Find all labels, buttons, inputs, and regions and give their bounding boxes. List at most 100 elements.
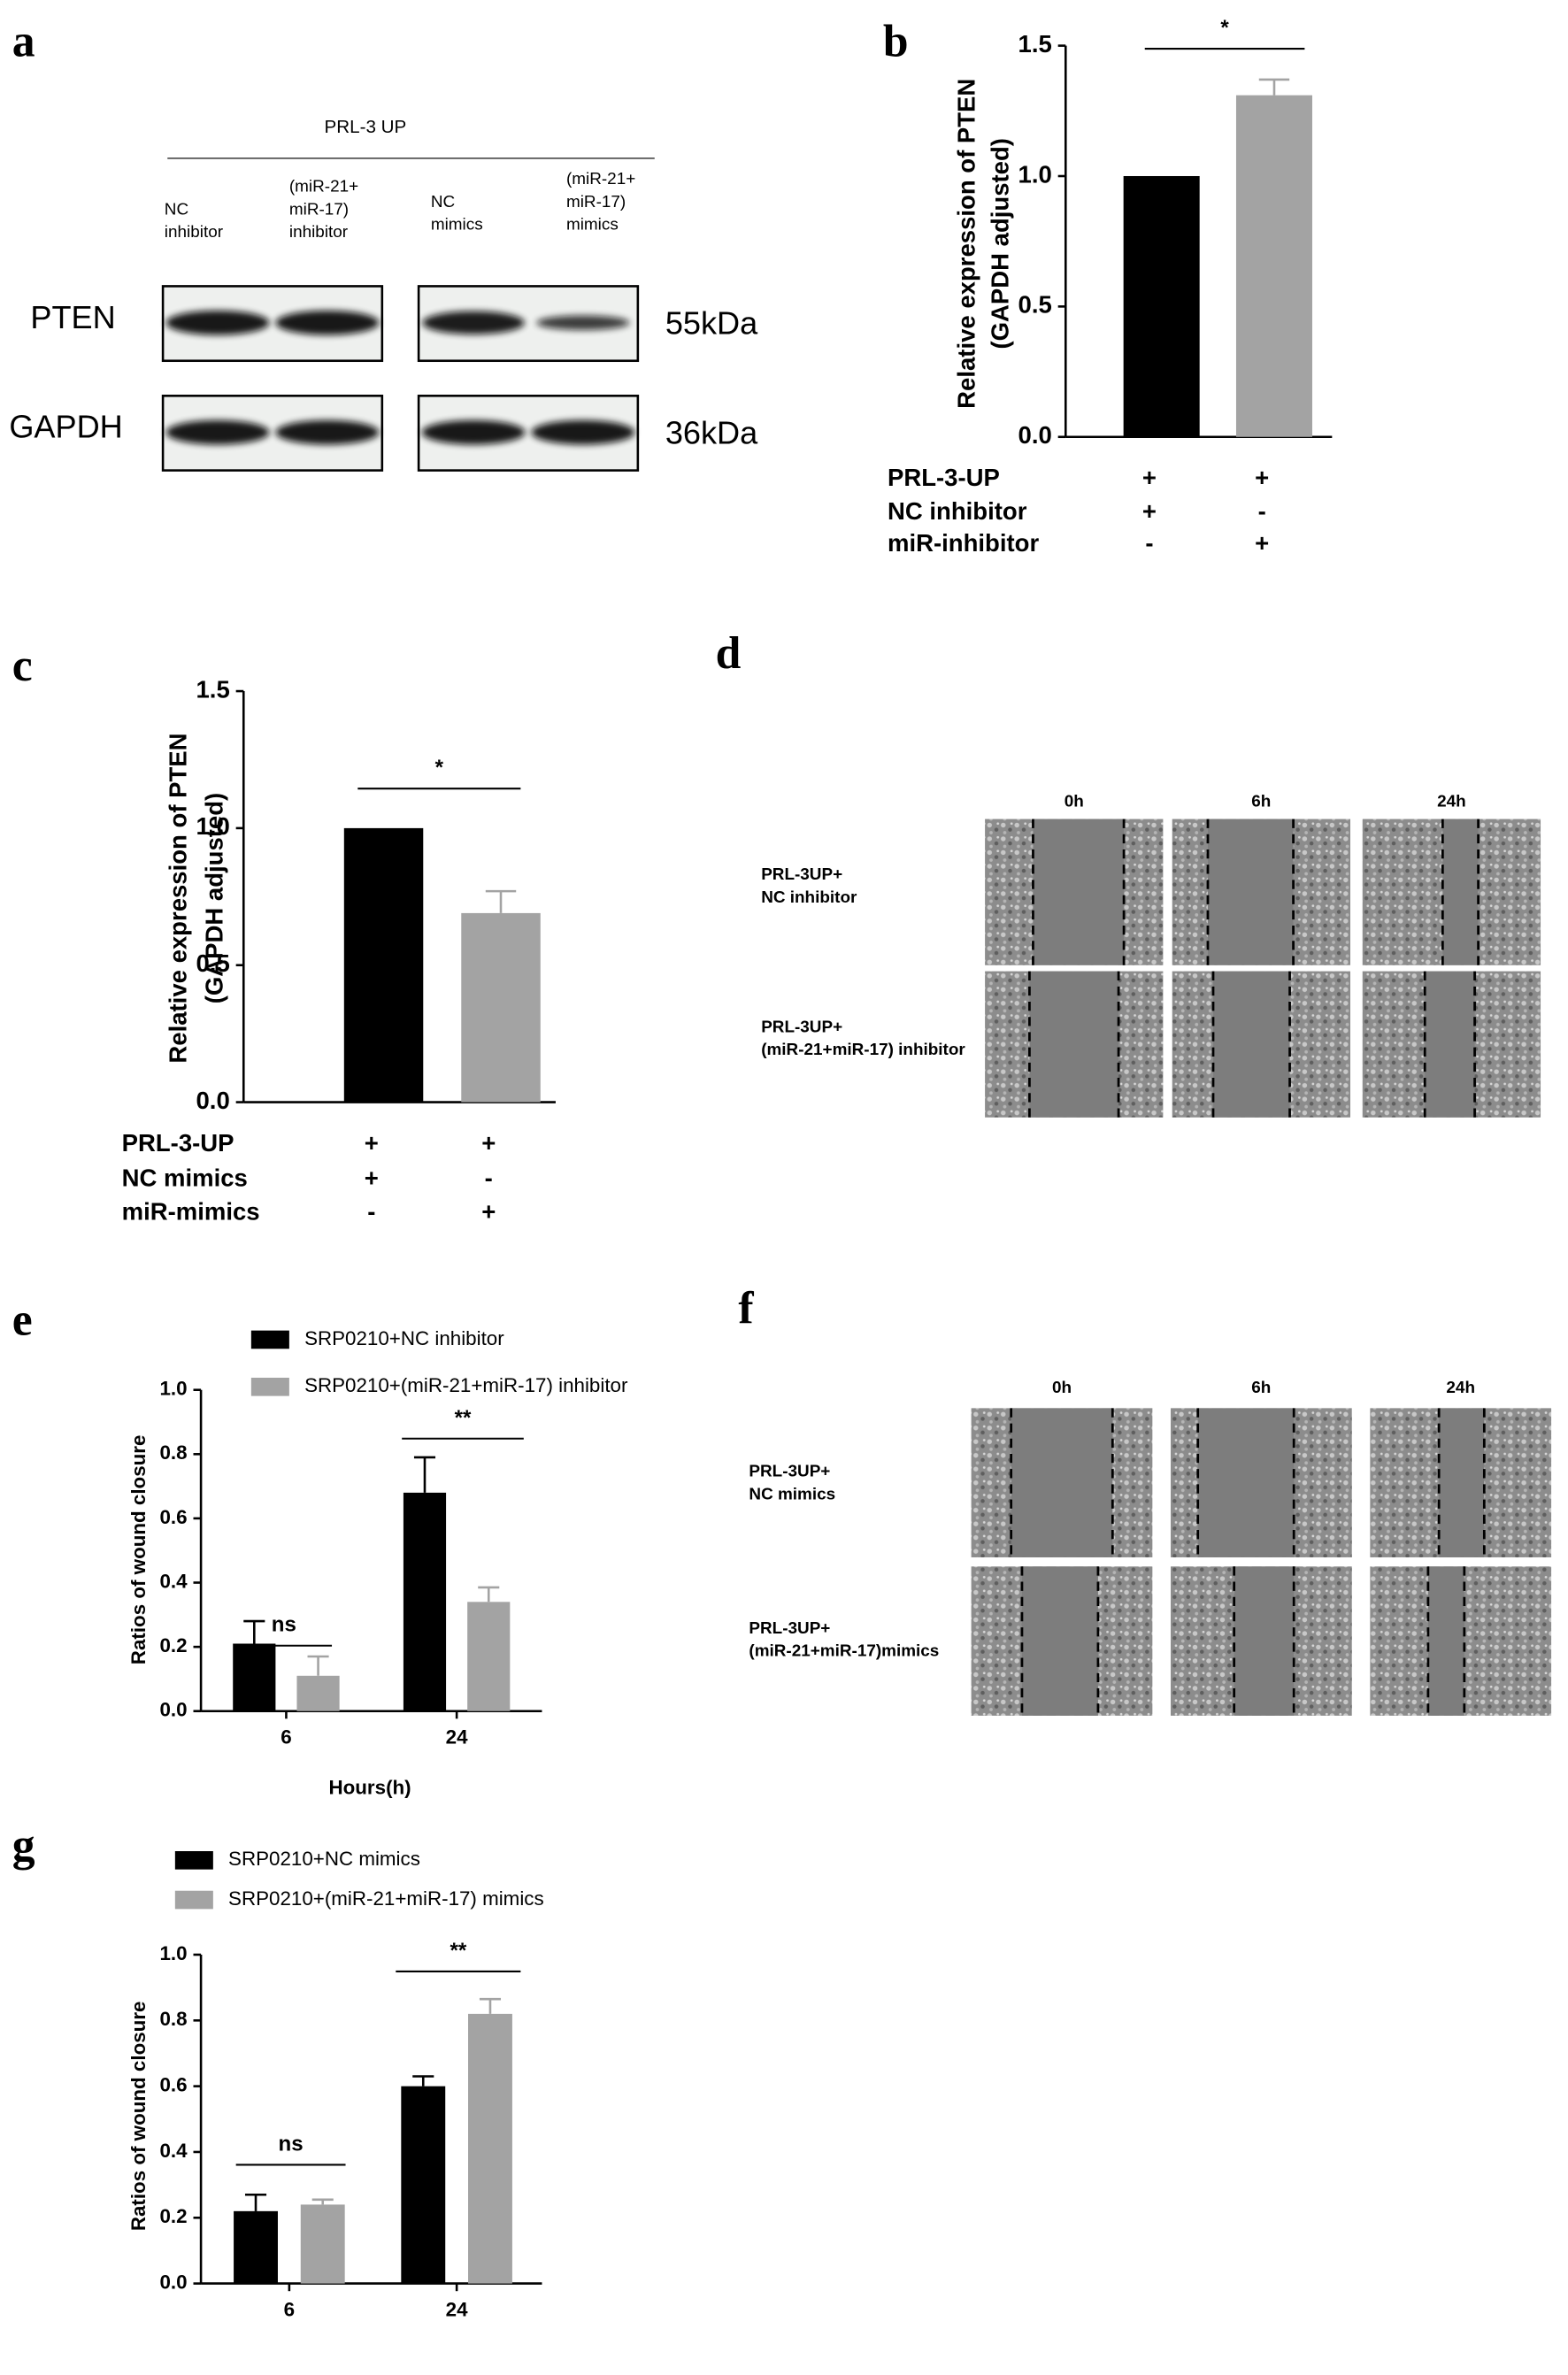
bar (468, 2013, 512, 2284)
condition-sign: + (1142, 464, 1157, 491)
protein-label: GAPDH (9, 409, 122, 445)
bar (300, 2204, 345, 2284)
scratch-gap (1442, 819, 1479, 965)
y-axis-label: Relative expression of PTEN (164, 733, 191, 1063)
legend-label: SRP0210+(miR-21+miR-17) inhibitor (304, 1374, 628, 1396)
y-tick-label: 0.0 (160, 1699, 188, 1721)
error-bar (485, 889, 517, 913)
significance-label: ns (272, 1613, 296, 1637)
time-label: 0h (1052, 1379, 1072, 1397)
scratch-gap (1207, 819, 1294, 965)
x-axis-label: Hours(h) (328, 1776, 411, 1798)
lane-label: (miR-21+ (289, 178, 358, 196)
condition-sign: + (1255, 529, 1269, 557)
legend-label: SRP0210+NC mimics (228, 1848, 420, 1870)
bar (401, 2086, 446, 2284)
scratch-gap (1213, 971, 1290, 1118)
x-tick-label: 24 (446, 2298, 468, 2320)
condition-sign: + (365, 1129, 379, 1157)
lane-label: inhibitor (289, 223, 348, 242)
y-tick-label: 0.4 (160, 1570, 188, 1592)
y-tick-label: 1.0 (1018, 160, 1052, 188)
blot-band (165, 419, 270, 445)
row-label: PRL-3UP+ (749, 1619, 830, 1638)
y-axis-label: Ratios of wound closure (127, 2002, 150, 2232)
row-label: NC mimics (749, 1485, 835, 1503)
blot-band (421, 419, 526, 445)
y-tick-label: 0.6 (160, 2074, 188, 2096)
significance-label: ns (279, 2132, 304, 2156)
lane-label: mimics (566, 216, 619, 234)
time-label: 0h (1065, 793, 1084, 811)
y-tick-label: 1.0 (196, 812, 230, 840)
x-tick-label: 6 (284, 2298, 295, 2320)
protein-label: PTEN (30, 299, 115, 335)
group-label: PRL-3 UP (324, 117, 406, 137)
condition-sign: + (481, 1197, 496, 1225)
y-tick-label: 1.5 (1018, 30, 1052, 58)
blot-band (275, 419, 380, 445)
legend-swatch (174, 1851, 213, 1870)
y-tick-label: 0.0 (196, 1087, 230, 1114)
row-label: PRL-3UP+ (761, 1018, 842, 1036)
row-label: (miR-21+miR-17)mimics (749, 1642, 939, 1661)
time-label: 24h (1446, 1379, 1475, 1397)
panel-letter: e (12, 1295, 33, 1346)
condition-sign: - (367, 1197, 375, 1225)
condition-sign: + (1255, 464, 1269, 491)
panel-letter: g (12, 1820, 35, 1871)
condition-label: miR-mimics (122, 1197, 260, 1225)
y-axis-label: (GAPDH adjusted) (201, 793, 228, 1003)
bar (403, 1492, 447, 1711)
condition-sign: - (485, 1164, 493, 1192)
bar (1235, 95, 1312, 437)
panel-letter: c (12, 641, 33, 691)
legend-swatch (174, 1890, 213, 1910)
y-tick-label: 0.2 (160, 1634, 188, 1656)
condition-sign: - (1145, 529, 1153, 557)
lane-label: (miR-21+ (566, 170, 635, 188)
lane-label: NC (165, 200, 188, 219)
lane-label: NC (431, 193, 455, 211)
bar (461, 912, 541, 1103)
row-label: PRL-3UP+ (761, 865, 842, 884)
condition-label: NC inhibitor (888, 497, 1027, 525)
scratch-gap (1234, 1566, 1295, 1716)
blot-band (275, 310, 380, 335)
y-tick-label: 0.8 (160, 2008, 188, 2030)
condition-sign: + (365, 1164, 379, 1192)
y-tick-label: 1.0 (160, 1942, 188, 1964)
bar (467, 1602, 511, 1711)
y-tick-label: 0.5 (1018, 291, 1052, 319)
y-axis-label: Relative expression of PTEN (952, 79, 980, 409)
error-bar (1258, 78, 1290, 96)
error-bar (243, 1619, 265, 1644)
time-label: 6h (1251, 1379, 1271, 1397)
row-label: (miR-21+miR-17) inhibitor (761, 1041, 965, 1059)
bar (233, 1643, 276, 1711)
y-tick-label: 1.0 (160, 1378, 188, 1400)
lane-label: miR-17) (289, 200, 349, 219)
condition-label: PRL-3-UP (888, 464, 1000, 491)
bar (296, 1675, 340, 1711)
bar (1123, 175, 1200, 437)
scratch-gap (1021, 1566, 1098, 1716)
error-bar (478, 1586, 500, 1603)
y-axis-label: (GAPDH adjusted) (986, 138, 1013, 349)
time-label: 24h (1437, 793, 1466, 811)
y-tick-label: 0.0 (160, 2271, 188, 2294)
legend-swatch (250, 1330, 289, 1349)
row-label: PRL-3UP+ (749, 1463, 830, 1481)
scratch-gap (1425, 971, 1475, 1118)
error-bar (311, 2198, 334, 2205)
scratch-gap (1197, 1408, 1295, 1557)
lane-label: mimics (431, 216, 483, 234)
y-tick-label: 0.2 (160, 2205, 188, 2227)
panel-letter: f (738, 1283, 754, 1334)
error-bar (479, 1997, 502, 2014)
legend-label: SRP0210+NC inhibitor (304, 1327, 504, 1349)
bar (343, 827, 424, 1103)
significance-label: * (1220, 16, 1229, 40)
significance-label: ** (450, 1939, 466, 1963)
